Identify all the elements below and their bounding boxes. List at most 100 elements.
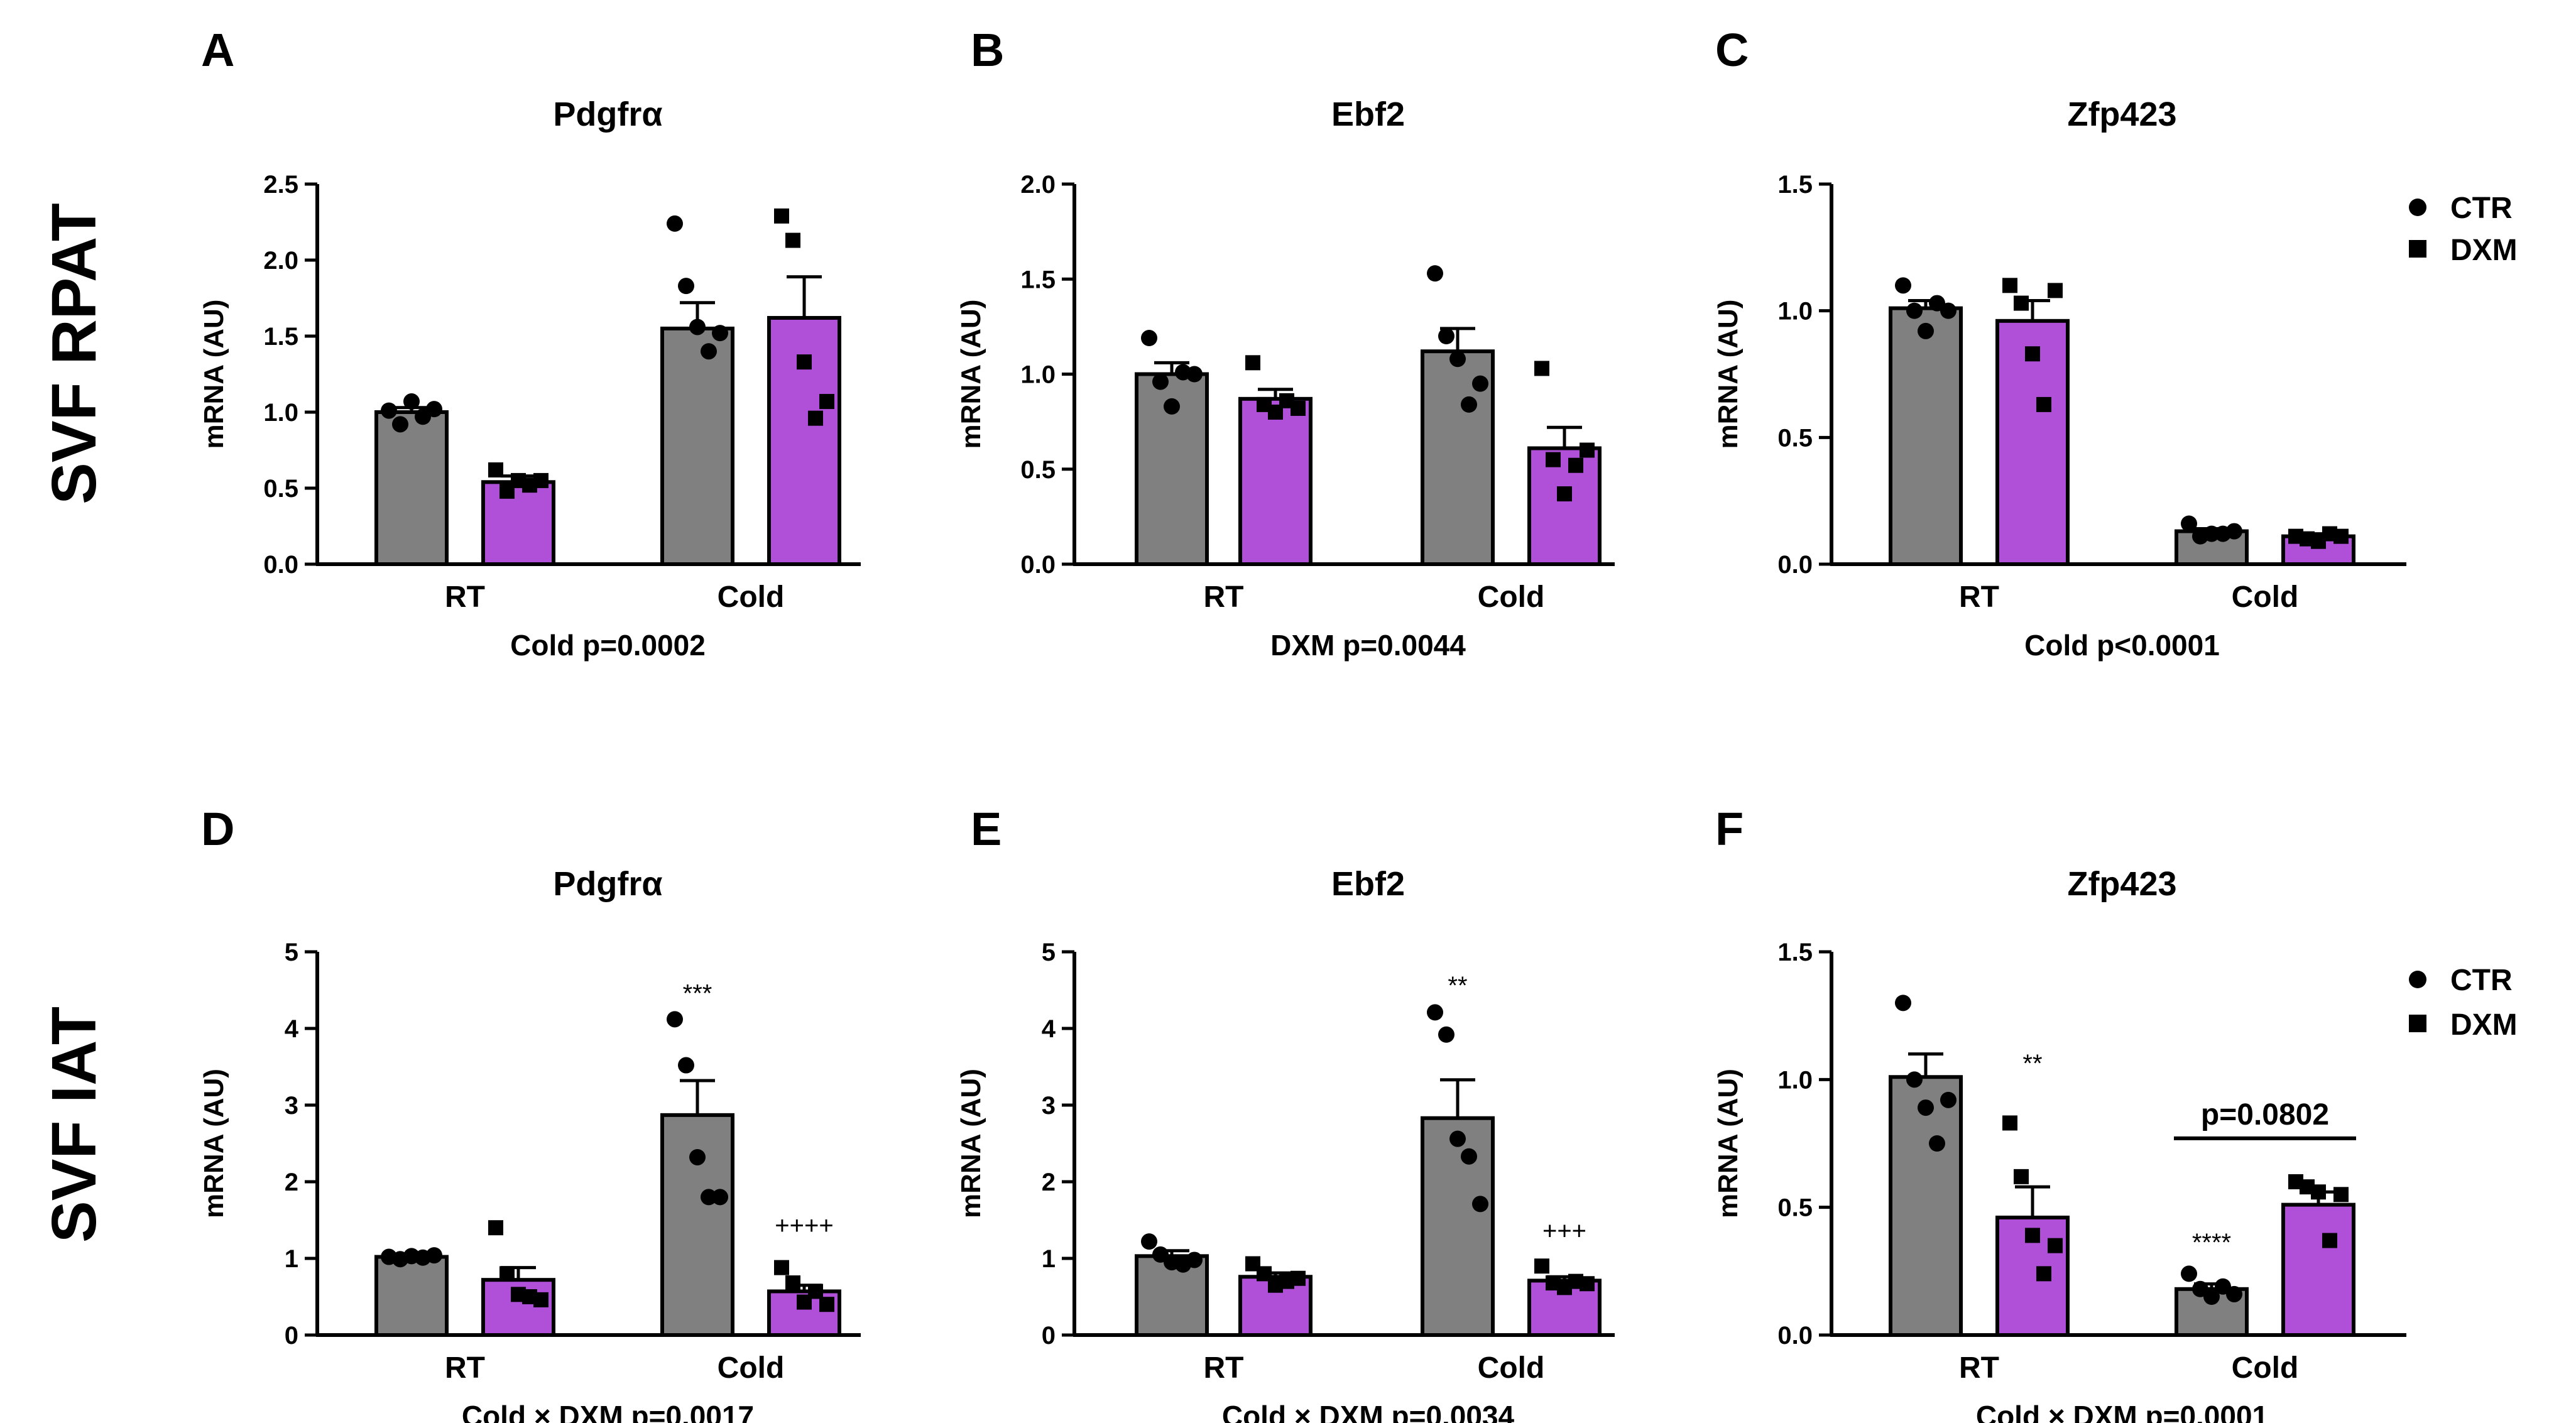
stat-summary: DXM p=0.0044 [1270, 629, 1466, 662]
data-point-dxm [774, 1260, 789, 1275]
panel-letter: F [1715, 803, 1744, 855]
stat-summary: Cold × DXM p=0.0017 [462, 1400, 754, 1423]
data-point-dxm [488, 462, 503, 477]
significance-label: *** [683, 979, 712, 1007]
y-tick-label: 1.0 [263, 399, 298, 427]
data-point-dxm [2002, 278, 2017, 293]
x-category-label: RT [1959, 581, 1999, 614]
y-tick-label: 5 [285, 939, 298, 966]
legend-top: CTR DXM [2409, 192, 2518, 267]
data-point-dxm [2014, 1169, 2029, 1184]
data-point-ctr [1940, 1091, 1957, 1108]
bar-dxm [481, 480, 555, 566]
y-tick-label: 1.5 [1777, 939, 1813, 966]
bar-dxm [1527, 446, 1602, 566]
y-axis-label: mRNA (AU) [956, 300, 986, 449]
data-point-dxm [2036, 396, 2051, 412]
data-point-dxm [2048, 1238, 2063, 1253]
y-tick-label: 2.5 [263, 171, 298, 199]
data-point-ctr [1427, 265, 1443, 282]
y-tick-label: 2.0 [263, 247, 298, 275]
data-point-dxm [1291, 1270, 1306, 1286]
y-tick-label: 0.5 [263, 475, 298, 503]
legend-ctr-label: CTR [2450, 964, 2513, 997]
data-point-dxm [785, 232, 800, 248]
data-point-ctr [426, 1247, 442, 1264]
data-point-ctr [1906, 302, 1923, 319]
row-label-iat: SVF IAT [39, 1006, 109, 1243]
data-point-ctr [701, 1189, 717, 1206]
y-axis-label: mRNA (AU) [956, 1069, 986, 1218]
legend-dxm-marker-icon [2409, 240, 2426, 258]
legend-dxm-marker-icon [2409, 1015, 2426, 1032]
data-point-ctr [701, 343, 717, 360]
y-tick-label: 2.0 [1020, 171, 1056, 199]
bar-ctr [1889, 306, 1963, 566]
y-tick-label: 1.5 [1020, 266, 1056, 293]
legend-ctr-marker-icon [2409, 971, 2426, 988]
legend-dxm-label: DXM [2450, 1008, 2518, 1042]
data-point-dxm [819, 394, 834, 410]
data-point-ctr [381, 402, 397, 419]
panel-letter: C [1715, 24, 1749, 76]
y-tick-label: 0.0 [263, 551, 298, 579]
data-point-ctr [1895, 995, 1911, 1011]
data-point-dxm [819, 1297, 834, 1312]
data-point-dxm [1245, 355, 1260, 371]
data-point-dxm [533, 1292, 548, 1307]
chart-title: Zfp423 [2067, 865, 2176, 903]
y-tick-label: 3 [285, 1092, 298, 1120]
data-point-dxm [2025, 346, 2040, 362]
data-point-ctr [1141, 1233, 1157, 1250]
chart-panel-d: D Pdgfrα 0 1 2 3 4 5 mRNA (AU) RT Cold *** ++++ Cold … [199, 803, 861, 1423]
chart-title: Ebf2 [1331, 95, 1405, 133]
data-point-ctr [2203, 525, 2220, 542]
data-point-dxm [499, 1266, 515, 1282]
data-point-dxm [808, 1284, 823, 1299]
chart-panel-e: E Ebf2 0 1 2 3 4 5 mRNA (AU) RT Cold ** +++ Cold × DX… [956, 803, 1615, 1423]
bar-ctr [1889, 1075, 1963, 1338]
stat-summary: Cold p=0.0002 [510, 629, 706, 662]
y-tick-label: 1.5 [263, 323, 298, 351]
significance-label: ++++ [775, 1212, 833, 1240]
y-tick-label: 0.5 [1777, 1194, 1813, 1222]
data-point-ctr [1438, 328, 1454, 344]
significance-label: **** [2192, 1229, 2231, 1257]
stat-summary: Cold p<0.0001 [2024, 629, 2220, 662]
data-point-dxm [533, 472, 548, 488]
data-point-dxm [785, 1275, 800, 1291]
data-point-ctr [667, 215, 683, 232]
data-point-ctr [2226, 1285, 2242, 1302]
data-point-ctr [689, 319, 706, 335]
bar-dxm [767, 315, 841, 566]
data-point-dxm [1546, 452, 1561, 467]
y-tick-label: 2 [1042, 1169, 1056, 1196]
y-tick-label: 4 [285, 1015, 299, 1043]
chart-panel-c: C Zfp423 0.0 0.5 1.0 1.5 mRNA (AU) RT Cold Cold p… [1713, 24, 2406, 662]
data-point-ctr [1186, 366, 1203, 383]
y-tick-label: 0.5 [1777, 424, 1813, 452]
chart-panel-a: A Pdgfrα 0.0 0.5 1.0 1.5 2.0 2.5 mRNA (AU) RT Cold… [199, 24, 861, 662]
bar-dxm [2281, 1202, 2355, 1337]
y-axis-label: mRNA (AU) [199, 1069, 229, 1218]
data-point-ctr [1918, 322, 1934, 339]
y-tick-label: 0 [285, 1322, 298, 1349]
x-category-label: RT [1204, 581, 1244, 614]
data-point-ctr [1906, 1071, 1923, 1088]
bar-dxm [1238, 396, 1313, 566]
data-point-ctr [1141, 330, 1157, 347]
data-point-dxm [2322, 1233, 2337, 1248]
data-point-ctr [392, 416, 408, 433]
x-category-label: RT [445, 581, 485, 614]
x-category-label: Cold [2232, 1351, 2299, 1385]
y-tick-label: 1.0 [1777, 1066, 1813, 1094]
data-point-dxm [1580, 1276, 1595, 1292]
y-tick-label: 0.0 [1020, 551, 1056, 579]
x-category-label: Cold [1478, 1351, 1545, 1385]
bar-ctr [374, 1255, 449, 1338]
x-category-label: RT [1959, 1351, 1999, 1385]
data-point-ctr [1940, 302, 1957, 319]
panel-letter: D [201, 803, 234, 855]
data-point-dxm [2048, 283, 2063, 298]
significance-label: ** [2022, 1050, 2042, 1077]
